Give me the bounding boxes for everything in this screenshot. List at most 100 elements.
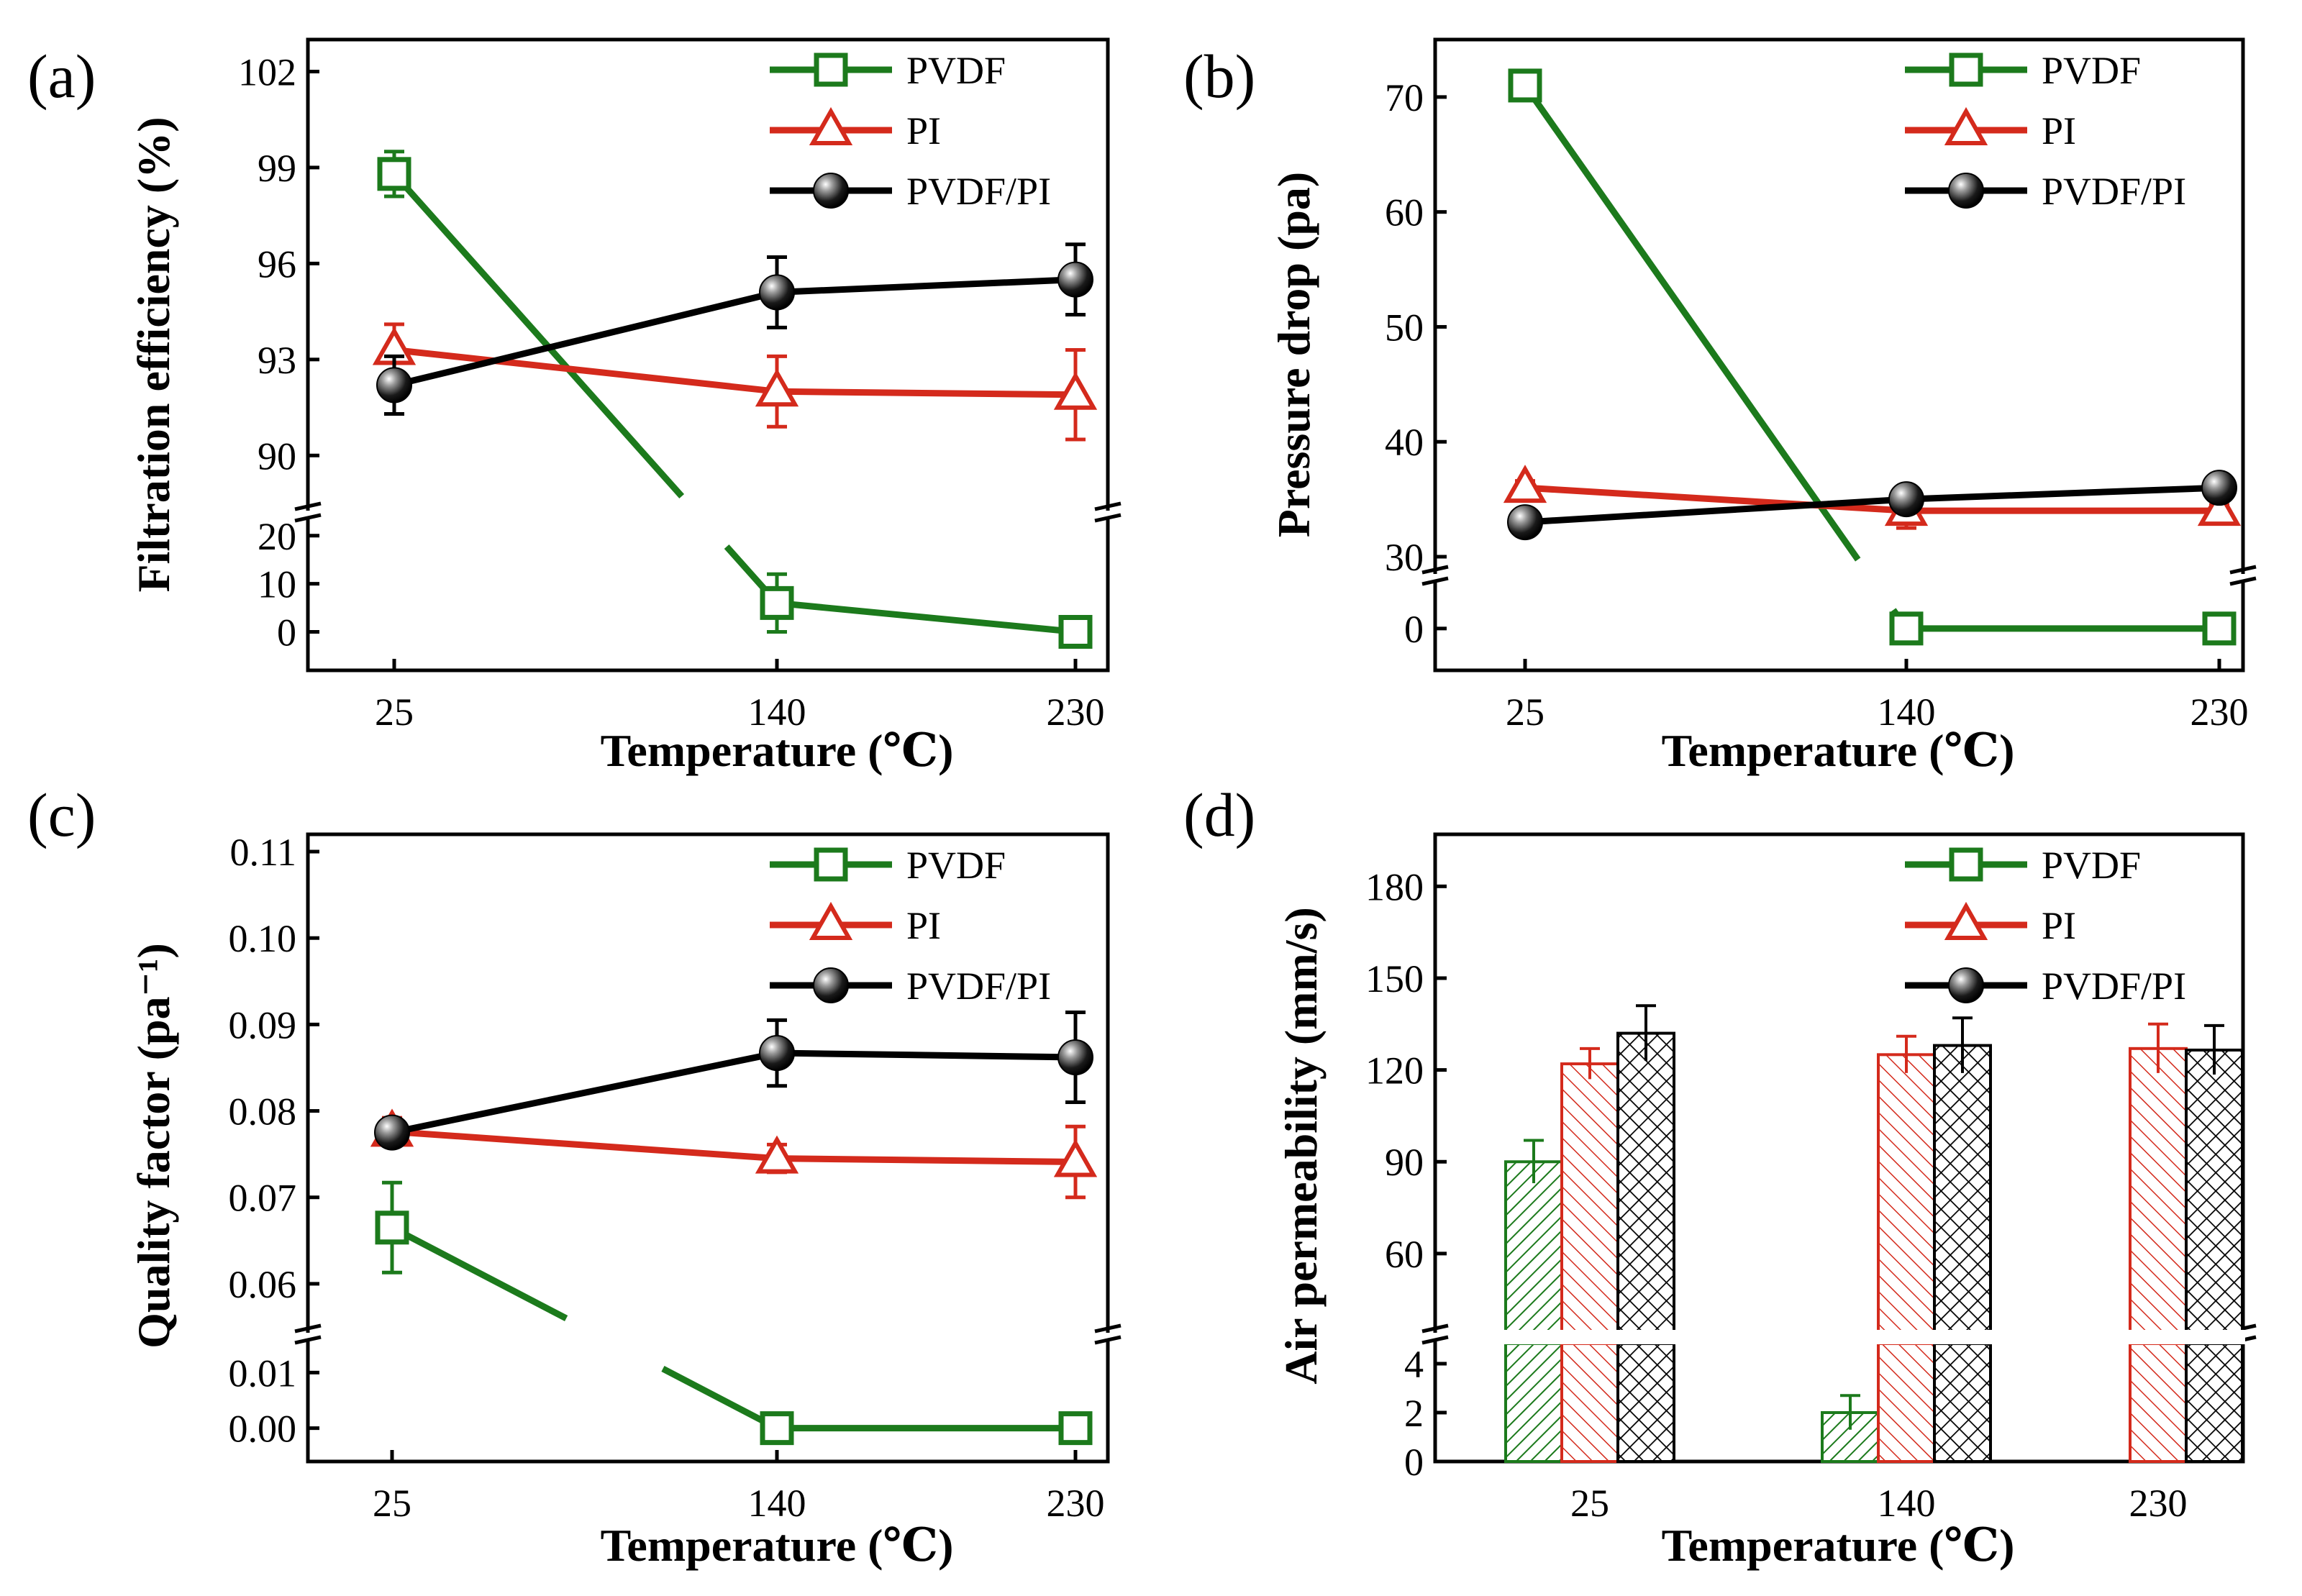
y-axis-tick-label: 30 <box>1385 536 1424 579</box>
y-axis-tick-label: 0.10 <box>229 917 297 960</box>
plot-frame-upper <box>306 832 1110 1333</box>
legend-label: PVDF <box>2042 49 2141 92</box>
bar-break-gap <box>2183 1330 2245 1344</box>
x-axis-tick-label: 230 <box>1047 690 1105 734</box>
data-point-pvdf-pi <box>1507 504 1543 541</box>
y-axis-tick-label: 150 <box>1365 957 1424 1000</box>
data-point-pvdf-pi <box>1057 261 1093 298</box>
plot-frame-lower <box>306 1341 1110 1464</box>
panel-label: (c) <box>27 780 96 849</box>
legend-marker <box>1949 53 1983 87</box>
panel-label: (a) <box>27 42 96 111</box>
series-line-pi <box>393 347 778 395</box>
plot-frame-upper <box>1433 37 2245 574</box>
y-axis-tick-label: 0.08 <box>229 1090 297 1134</box>
bar-pvdf <box>1504 1160 1563 1334</box>
y-axis-tick-label: 40 <box>1385 421 1424 464</box>
y-axis-tick-label: 93 <box>258 339 296 382</box>
data-point-pvdf-pi <box>376 367 412 403</box>
data-point-pvdf-pi <box>374 1114 410 1151</box>
chart-panel-d: (d) 60 90 120 150 180 0 2 4 25 140 230 Temperature (… <box>1183 780 2257 1571</box>
bar-break-gap <box>2127 1330 2189 1344</box>
data-point-pvdf <box>760 585 794 620</box>
legend-label: PI <box>2042 109 2076 152</box>
legend-marker <box>809 901 853 940</box>
legend-marker <box>814 847 848 882</box>
plot-frame-lower <box>306 519 1110 672</box>
legend-marker <box>1944 901 1988 940</box>
data-point-pvdf <box>2202 611 2237 646</box>
legend-label: PVDF/PI <box>2042 965 2186 1008</box>
series-line-pvdf-pi <box>1906 484 2220 503</box>
axis-break-mark <box>1421 1323 1449 1333</box>
series-line-pvdf-pi <box>391 1049 778 1136</box>
x-axis-tick-label: 140 <box>748 1482 806 1525</box>
bar-pvdf-pi <box>2185 1342 2244 1463</box>
axis-break-mark <box>1094 1335 1122 1345</box>
bar-pvdf <box>1504 1342 1563 1463</box>
y-axis-tick-label: 50 <box>1385 306 1424 349</box>
legend-label: PVDF <box>2042 844 2141 887</box>
series-line-pvdf-pi <box>776 1049 1076 1061</box>
bar-pvdf-pi <box>1616 1342 1675 1463</box>
chart-panel-b: (b) 30 40 50 60 70 0 25 140 230 Temperature (℃) Pre… <box>1183 37 2257 776</box>
legend-label: PVDF/PI <box>906 965 1051 1008</box>
bar-break-gap <box>1875 1330 1937 1344</box>
y-axis-tick-label: 60 <box>1385 191 1424 234</box>
x-axis-tick-label: 140 <box>1878 1482 1936 1525</box>
y-axis-tick-label: 70 <box>1385 76 1424 119</box>
y-axis-title: Quality factor (pa⁻¹) <box>128 943 179 1349</box>
series-line-pi <box>391 1128 778 1162</box>
axis-break-mark <box>294 1335 322 1345</box>
y-axis-tick-label: 90 <box>258 434 296 478</box>
x-axis-tick-label: 25 <box>373 1482 411 1525</box>
y-axis-tick-label: 99 <box>258 147 296 190</box>
y-axis-tick-label: 0.11 <box>230 831 297 874</box>
legend-marker <box>1944 106 1988 145</box>
data-point-pvdf <box>375 1210 409 1245</box>
series-line-pvdf <box>1522 83 1861 562</box>
x-axis-title: Temperature (℃) <box>1662 725 2015 776</box>
series-line-pvdf <box>391 171 685 498</box>
panel-label: (d) <box>1183 780 1255 849</box>
legend-label: PVDF/PI <box>906 170 1051 213</box>
bar-pvdf-pi <box>1933 1044 1992 1334</box>
series-line-pvdf-pi <box>1524 496 1907 526</box>
chart-panel-c: (c) 0.06 0.07 0.08 0.09 0.10 0.11 0.00 0.01 25 140… <box>27 780 1122 1571</box>
y-axis-tick-label: 96 <box>258 242 296 286</box>
bar-pi <box>1877 1053 1936 1335</box>
bar-pi <box>1560 1342 1619 1463</box>
axis-break-mark <box>2229 565 2257 575</box>
data-point-pvdf <box>1058 1411 1093 1446</box>
y-axis-tick-label: 0.09 <box>229 1003 297 1046</box>
y-axis-tick-label: 10 <box>258 563 296 606</box>
data-point-pi <box>1053 371 1098 410</box>
bar-break-gap <box>1932 1330 1993 1344</box>
x-axis-tick-label: 140 <box>748 690 806 734</box>
series-line-pi <box>1524 484 1907 514</box>
data-point-pvdf <box>1058 615 1093 649</box>
legend-marker <box>813 173 849 209</box>
axis-break-mark <box>1094 513 1122 523</box>
bar-pi <box>2129 1342 2188 1463</box>
y-axis-tick-label: 0.00 <box>229 1408 297 1451</box>
data-point-pvdf <box>760 1411 794 1446</box>
legend-label: PVDF <box>906 844 1006 887</box>
y-axis-tick-label: 0.06 <box>229 1263 297 1306</box>
bar-pvdf-pi <box>2185 1048 2244 1334</box>
legend-label: PI <box>906 904 941 947</box>
data-point-pvdf <box>377 157 411 191</box>
legend-label: PI <box>906 109 941 152</box>
series-line-pvdf-pi <box>776 276 1076 296</box>
data-point-pi <box>1503 465 1547 503</box>
x-axis-title: Temperature (℃) <box>601 725 954 776</box>
data-point-pvdf <box>1508 68 1542 103</box>
data-point-pvdf-pi <box>1888 481 1924 518</box>
plot-frame-upper <box>306 37 1110 511</box>
y-axis-tick-label: 0 <box>1404 608 1424 651</box>
bar-break-gap <box>1559 1330 1621 1344</box>
axis-break-mark <box>294 501 322 511</box>
plot-frame-lower <box>1433 583 2245 672</box>
legend-marker <box>1948 967 1984 1003</box>
